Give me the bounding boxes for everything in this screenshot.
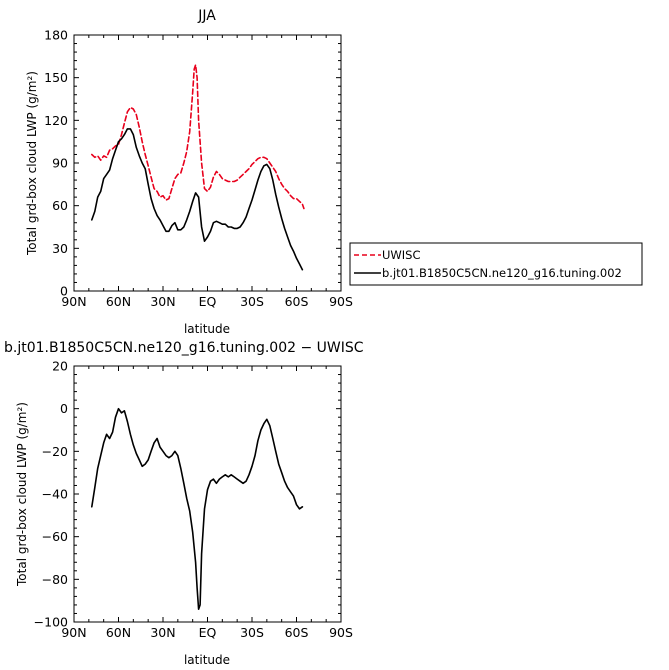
model-series-line	[91, 128, 304, 271]
y-tick-label: 180	[44, 28, 68, 43]
top-x-axis-label: latitude	[184, 322, 230, 336]
legend-box	[349, 242, 643, 286]
bottom-chart-title: b.jt01.B1850C5CN.ne120_g16.tuning.002 − …	[4, 340, 364, 356]
y-tick-label: −80	[42, 572, 68, 587]
x-tick-label: EQ	[199, 294, 217, 309]
legend-uwisc-label: UWISC	[382, 248, 421, 262]
y-tick-label: −100	[34, 615, 68, 630]
x-tick-label: 30N	[150, 294, 175, 309]
x-tick-label: 30S	[240, 294, 264, 309]
top-chart-title: JJA	[197, 8, 216, 24]
x-tick-label: 90S	[329, 625, 353, 640]
top-plot-panel: JJA 90N 60N 30N EQ 30S 60S 90S 0 30 60 90 120 150 180…	[25, 8, 353, 336]
bottom-x-axis-label: latitude	[184, 653, 230, 667]
y-tick-label: 120	[44, 113, 68, 128]
y-tick-label: 60	[52, 198, 68, 213]
y-tick-label: 0	[60, 401, 68, 416]
top-axis-ticks: 90N 60N 30N EQ 30S 60S 90S 0 30 60 90 120 150 180	[44, 28, 353, 310]
difference-series-line	[91, 407, 304, 610]
y-tick-label: −40	[42, 487, 68, 502]
legend: UWISC b.jt01.B1850C5CN.ne120_g16.tuning.…	[349, 242, 643, 286]
y-tick-label: 30	[52, 241, 68, 256]
x-tick-label: 30N	[150, 625, 175, 640]
bottom-series-lines	[91, 407, 304, 610]
y-tick-label: −60	[42, 529, 68, 544]
legend-model-label: b.jt01.B1850C5CN.ne120_g16.tuning.002	[382, 266, 622, 280]
top-series-lines	[91, 64, 305, 271]
bottom-plot-panel: b.jt01.B1850C5CN.ne120_g16.tuning.002 − …	[4, 340, 364, 667]
x-tick-label: EQ	[199, 625, 217, 640]
x-tick-label: 60S	[285, 625, 309, 640]
y-tick-label: 150	[44, 70, 68, 85]
x-tick-label: 60N	[106, 625, 131, 640]
y-tick-label: −20	[42, 444, 68, 459]
bottom-axis-ticks: 90N 60N 30N EQ 30S 60S 90S −100 −80 −60 −40 −20 0 20	[34, 359, 353, 641]
x-tick-label: 30S	[240, 625, 264, 640]
y-tick-label: 90	[52, 156, 68, 171]
uwisc-series-line	[91, 64, 305, 210]
x-tick-label: 60S	[285, 294, 309, 309]
bottom-y-axis-label: Total grd-box cloud LWP (g/m²)	[15, 402, 29, 587]
x-tick-label: 90S	[329, 294, 353, 309]
y-tick-label: 20	[52, 359, 68, 374]
x-tick-label: 90N	[61, 294, 86, 309]
x-tick-label: 90N	[61, 625, 86, 640]
x-tick-label: 60N	[106, 294, 131, 309]
top-y-axis-label: Total grd-box cloud LWP (g/m²)	[25, 71, 39, 256]
y-tick-label: 0	[60, 284, 68, 299]
top-plot-frame	[73, 34, 342, 292]
